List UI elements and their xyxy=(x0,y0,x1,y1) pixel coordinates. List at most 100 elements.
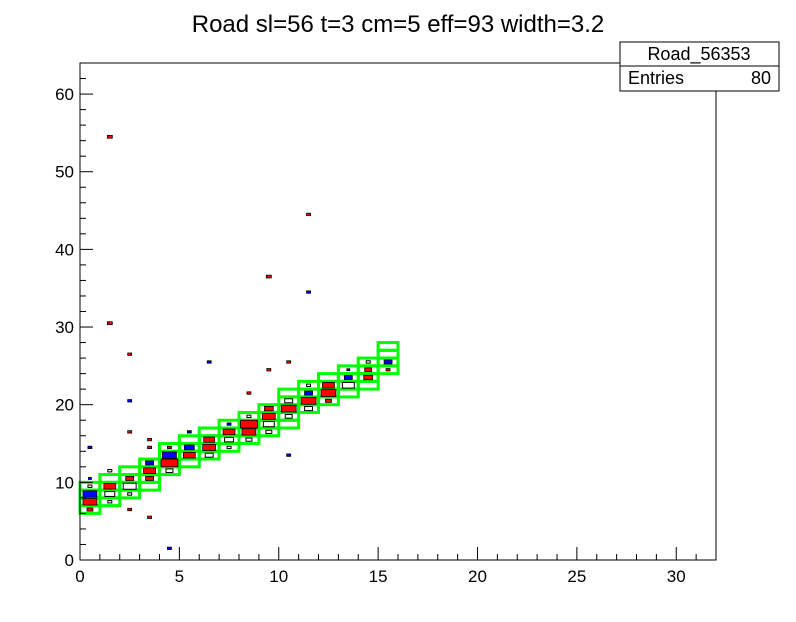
hit-cell xyxy=(186,430,192,434)
hit-cell xyxy=(183,444,195,451)
hit-cell xyxy=(82,498,98,506)
hit-cell xyxy=(365,360,371,364)
hit-cell xyxy=(246,414,252,419)
hit-cell xyxy=(87,445,93,450)
hit-cell xyxy=(364,367,373,372)
y-tick-label: 30 xyxy=(55,318,74,337)
stats-histogram-name: Road_56353 xyxy=(647,44,750,65)
road-cell xyxy=(277,387,301,399)
hit-cell xyxy=(147,438,152,442)
road-cells-layer xyxy=(78,341,400,515)
hit-cell xyxy=(266,368,272,372)
hit-cell xyxy=(107,500,113,504)
x-tick-label: 25 xyxy=(567,567,586,586)
hit-cell xyxy=(343,375,353,380)
hit-cell xyxy=(226,445,232,450)
y-tick-label: 10 xyxy=(55,473,74,492)
hit-cell xyxy=(385,368,391,372)
hit-cell xyxy=(261,412,276,420)
hit-cell xyxy=(104,491,116,497)
x-tick-label: 0 xyxy=(75,567,84,586)
hit-cell xyxy=(286,453,292,457)
hit-cell xyxy=(167,546,172,550)
hit-cell xyxy=(125,476,135,481)
hit-cell xyxy=(203,436,216,443)
road-cell xyxy=(177,434,201,446)
hit-cell xyxy=(162,451,177,459)
hit-cell xyxy=(222,428,236,436)
hit-cell xyxy=(304,390,313,396)
hit-cell xyxy=(127,352,133,356)
hit-cell xyxy=(87,484,93,488)
plot-frame xyxy=(79,62,717,561)
road-cell xyxy=(317,372,340,383)
x-tick-label: 20 xyxy=(468,567,487,586)
hit-cell xyxy=(202,443,217,451)
hit-cell xyxy=(106,321,113,325)
hit-cell xyxy=(241,428,257,436)
hit-cell xyxy=(147,515,152,519)
hit-cell xyxy=(145,460,154,466)
hit-cell xyxy=(284,414,293,419)
hit-cell xyxy=(322,382,335,389)
hit-cell xyxy=(383,359,393,365)
x-tick-label: 5 xyxy=(175,567,184,586)
hit-cell xyxy=(320,389,337,397)
hit-cell xyxy=(127,507,133,512)
hit-cell xyxy=(245,437,253,442)
axes: 0 5 10 15 20 25 30 0 10 20 30 40 50 60 xyxy=(55,62,717,586)
hit-cell xyxy=(160,458,179,468)
hit-cell xyxy=(263,405,274,412)
hit-cell xyxy=(341,381,355,389)
hit-cell xyxy=(103,482,117,490)
x-tick-label: 10 xyxy=(269,567,288,586)
hit-cell xyxy=(325,398,332,403)
stats-box: Road_56353 Entries 80 xyxy=(619,41,780,92)
hit-cell xyxy=(280,404,297,413)
hit-cell xyxy=(346,368,351,372)
hit-cell xyxy=(240,419,258,429)
hit-cell xyxy=(122,482,137,490)
chart-title: Road sl=56 t=3 cm=5 eff=93 width=3.2 xyxy=(192,11,605,38)
hit-cell xyxy=(246,391,252,395)
stats-entries-label: Entries xyxy=(628,68,684,88)
hit-cell xyxy=(127,399,133,403)
hit-cell xyxy=(306,212,311,217)
hit-cell xyxy=(204,452,214,458)
y-tick-label: 0 xyxy=(65,551,74,570)
hit-cell xyxy=(107,468,113,473)
hit-cell xyxy=(88,477,92,480)
y-tick-label: 20 xyxy=(55,396,74,415)
hit-cell xyxy=(224,436,235,443)
hit-cell xyxy=(306,383,312,387)
hit-cell xyxy=(82,490,98,498)
hit-cells-layer xyxy=(82,134,393,550)
hit-cell xyxy=(167,445,172,450)
hit-cell xyxy=(86,507,94,512)
hit-cell xyxy=(206,360,212,364)
road-cell xyxy=(376,341,400,352)
hit-cell xyxy=(165,468,174,474)
hit-cell xyxy=(145,476,154,481)
stats-entries-value: 80 xyxy=(751,68,771,88)
hit-cell xyxy=(226,422,232,426)
hit-cell xyxy=(265,429,273,434)
x-tick-label: 30 xyxy=(667,567,686,586)
hit-cell xyxy=(286,360,292,364)
hit-cell xyxy=(306,290,311,294)
hit-cell xyxy=(182,451,196,459)
hit-cell xyxy=(262,420,275,428)
y-tick-label: 40 xyxy=(55,240,74,259)
road-cell xyxy=(98,473,122,484)
road-cell xyxy=(197,426,221,438)
hit-cell xyxy=(300,396,317,405)
hit-cell xyxy=(127,430,133,434)
x-tick-label: 15 xyxy=(369,567,388,586)
hit-cell xyxy=(127,492,133,496)
y-tick-label: 60 xyxy=(55,85,74,104)
hit-cell xyxy=(143,467,156,474)
hit-cell xyxy=(265,274,272,279)
hit-cell xyxy=(304,406,314,412)
hit-cell xyxy=(363,374,374,381)
